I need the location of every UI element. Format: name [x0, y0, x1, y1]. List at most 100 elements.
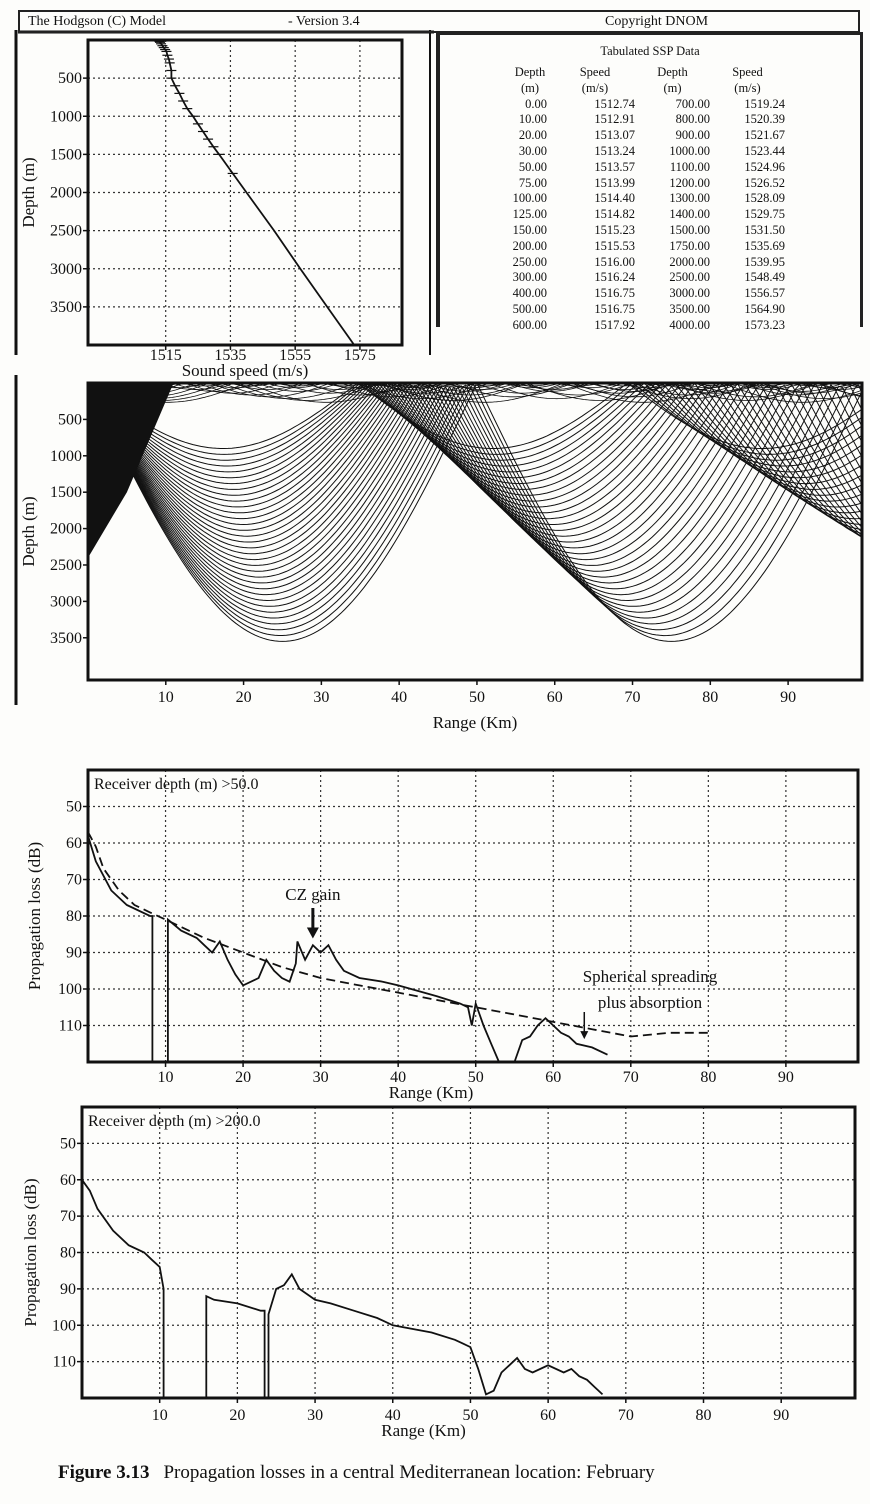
table-cell: 1750.00 — [669, 238, 710, 253]
table-cell: 1514.40 — [594, 191, 635, 206]
table-row: 10.00 1512.91 800.00 1520.39 — [505, 112, 785, 128]
ray-path — [88, 383, 862, 401]
model-header-bar: The Hodgson (C) Model - Version 3.4 Copy… — [18, 10, 860, 33]
ssp-table: Tabulated SSP Data Depth Speed Depth Spe… — [505, 44, 785, 334]
x-tick-label: 30 — [307, 1407, 323, 1424]
ray-path — [88, 383, 862, 572]
ssp-table-body: 0.00 1512.74 700.00 1519.24 10.00 1512.91 800.… — [505, 97, 785, 334]
table-row: 300.00 1516.24 2500.00 1548.49 — [505, 270, 785, 286]
y-axis-label: Depth (m) — [19, 496, 38, 566]
ray-path — [88, 383, 862, 631]
x-axis-label: Range (Km) — [389, 1083, 474, 1102]
y-tick-label: 60 — [66, 835, 82, 852]
table-cell: 1300.00 — [669, 191, 710, 206]
table-cell: 3500.00 — [669, 301, 710, 316]
y-tick-label: 500 — [58, 411, 82, 428]
figure-label: Figure 3.13 — [58, 1462, 150, 1483]
y-tick-label: 3000 — [50, 593, 82, 610]
table-cell: 1512.74 — [594, 96, 635, 111]
x-tick-label: 40 — [385, 1407, 401, 1424]
ray-path — [88, 383, 862, 637]
table-cell: 300.00 — [512, 270, 547, 285]
col-header: Depth — [657, 65, 688, 79]
x-tick-label: 20 — [229, 1407, 245, 1424]
ray-path — [88, 383, 862, 642]
y-tick-label: 100 — [58, 981, 82, 998]
table-cell: 1000.00 — [669, 143, 710, 158]
table-cell: 900.00 — [675, 128, 710, 143]
table-cell: 1516.00 — [594, 254, 635, 269]
x-tick-label: 40 — [390, 1069, 406, 1086]
y-tick-label: 70 — [60, 1208, 76, 1225]
table-cell: 1526.52 — [744, 175, 785, 190]
table-cell: 1573.23 — [744, 317, 785, 332]
table-cell: 1512.91 — [594, 112, 635, 127]
ray-path — [88, 383, 862, 561]
ray-path — [88, 383, 862, 555]
annotation: plus absorption — [598, 993, 703, 1012]
receiver-depth-label: Receiver depth (m) >200.0 — [88, 1113, 261, 1130]
table-row: 150.00 1515.23 1500.00 1531.50 — [505, 223, 785, 239]
table-cell: 50.00 — [518, 159, 547, 174]
table-cell: 1513.07 — [594, 128, 635, 143]
table-cell: 1100.00 — [669, 159, 710, 174]
ray-paths — [88, 383, 862, 642]
annotation: Spherical spreading — [583, 967, 718, 986]
table-row: 20.00 1513.07 900.00 1521.67 — [505, 128, 785, 144]
ssp-chart — [83, 38, 404, 350]
table-cell: 1520.39 — [744, 112, 785, 127]
ray-path — [88, 383, 862, 396]
ray-fan-dense — [88, 383, 174, 558]
x-tick-label: 20 — [236, 689, 252, 706]
tl50-chart — [83, 768, 860, 1067]
y-tick-label: 2000 — [50, 185, 82, 202]
ray-path — [88, 383, 862, 398]
table-row: 75.00 1513.99 1200.00 1526.52 — [505, 176, 785, 192]
model-title: The Hodgson (C) Model — [28, 14, 167, 29]
x-tick-label: 40 — [391, 689, 407, 706]
ssp-table-panel — [436, 32, 863, 327]
y-tick-label: 3000 — [50, 261, 82, 278]
table-cell: 1556.57 — [744, 286, 785, 301]
table-cell: 1517.92 — [594, 317, 635, 332]
copyright: Copyright DNOM — [605, 14, 709, 29]
table-cell: 1516.75 — [594, 286, 635, 301]
ray-path — [88, 383, 862, 566]
table-cell: 1500.00 — [669, 222, 710, 237]
x-tick-label: 1515 — [150, 347, 182, 364]
model-version: - Version 3.4 — [288, 14, 360, 29]
x-tick-label: 10 — [152, 1407, 168, 1424]
table-row: 200.00 1515.53 1750.00 1535.69 — [505, 239, 785, 255]
x-tick-label: 20 — [235, 1069, 251, 1086]
table-cell: 30.00 — [518, 143, 547, 158]
y-tick-label: 110 — [59, 1018, 82, 1035]
ray-path — [88, 383, 862, 596]
ray-path — [88, 383, 862, 613]
ray-path — [88, 383, 862, 455]
table-row: 250.00 1516.00 2000.00 1539.95 — [505, 255, 785, 271]
x-tick-label: 1535 — [214, 347, 246, 364]
ray-path — [88, 383, 862, 584]
table-row: 400.00 1516.75 3000.00 1556.57 — [505, 286, 785, 302]
table-cell: 1400.00 — [669, 207, 710, 222]
x-tick-label: 50 — [469, 689, 485, 706]
table-row: 30.00 1513.24 1000.00 1523.44 — [505, 144, 785, 160]
table-row: 0.00 1512.74 700.00 1519.24 — [505, 97, 785, 113]
x-tick-label: 50 — [468, 1069, 484, 1086]
y-tick-label: 1000 — [50, 448, 82, 465]
ray-path — [88, 383, 862, 619]
x-tick-label: 50 — [462, 1407, 478, 1424]
y-tick-label: 1000 — [50, 108, 82, 125]
y-tick-label: 80 — [66, 908, 82, 925]
col-unit: (m/s) — [734, 80, 761, 95]
table-cell: 100.00 — [512, 191, 547, 206]
x-tick-label: 80 — [700, 1069, 716, 1086]
y-tick-label: 1500 — [50, 484, 82, 501]
table-cell: 1524.96 — [744, 159, 785, 174]
ray-path — [88, 383, 862, 543]
ray-path — [88, 383, 862, 578]
table-cell: 1564.90 — [744, 301, 785, 316]
y-tick-label: 50 — [66, 799, 82, 816]
